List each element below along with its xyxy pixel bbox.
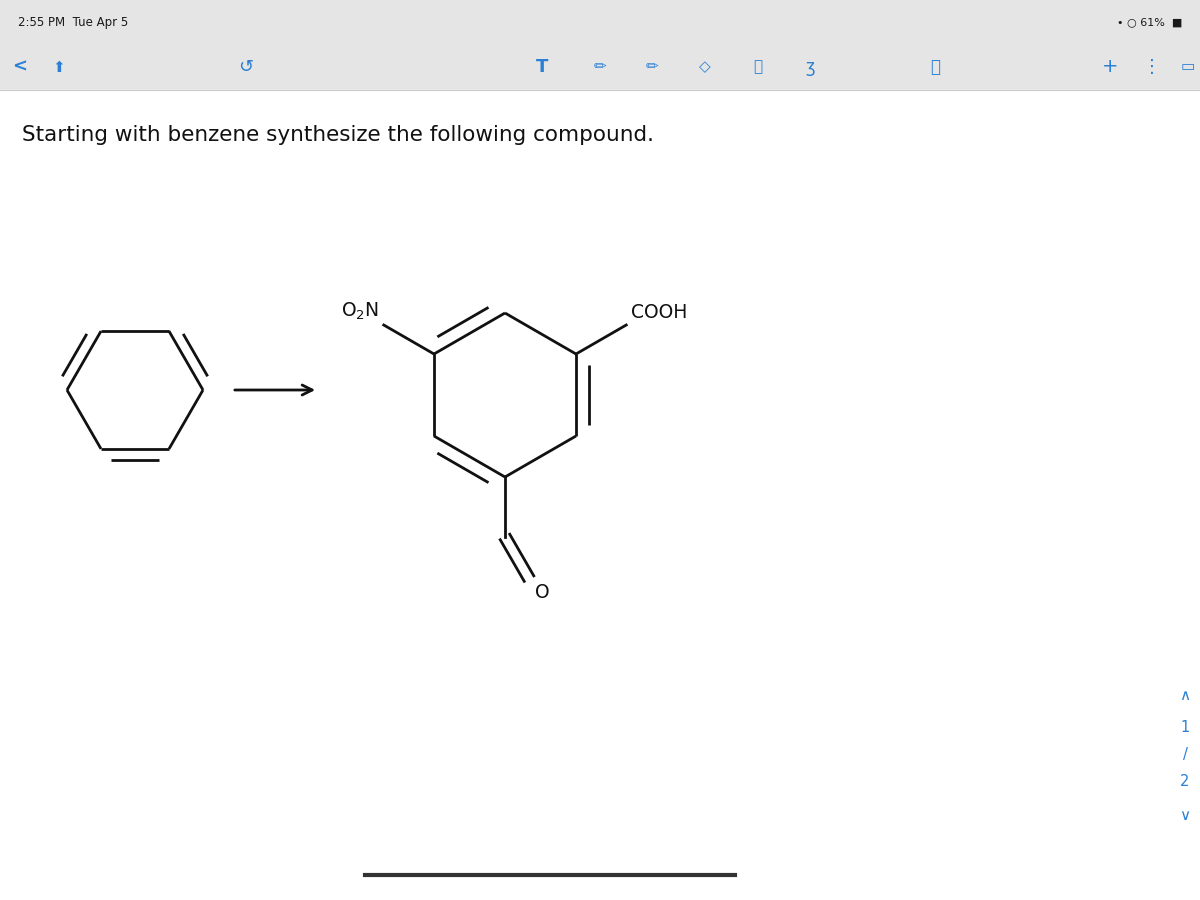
- Text: ⦿: ⦿: [754, 59, 762, 75]
- Bar: [0, 0, 1200, 90]
- Text: /: /: [1182, 748, 1188, 762]
- Text: ʒ: ʒ: [805, 58, 815, 76]
- Text: Starting with benzene synthesize the following compound.: Starting with benzene synthesize the fol…: [22, 125, 654, 145]
- Text: • ○ 61%  ■: • ○ 61% ■: [1117, 17, 1182, 27]
- Text: ⋮: ⋮: [1142, 58, 1162, 76]
- Text: ✏: ✏: [594, 59, 606, 75]
- Text: +: +: [1102, 58, 1118, 76]
- Text: ∧: ∧: [1180, 688, 1190, 703]
- Text: ◇: ◇: [700, 59, 710, 75]
- Text: 1: 1: [1181, 721, 1189, 735]
- Text: O$_2$N: O$_2$N: [341, 301, 379, 322]
- Text: T: T: [536, 58, 548, 76]
- Text: ∨: ∨: [1180, 807, 1190, 823]
- Text: 2:55 PM  Tue Apr 5: 2:55 PM Tue Apr 5: [18, 15, 128, 29]
- Text: ↺: ↺: [238, 58, 253, 76]
- Text: ▭: ▭: [1181, 59, 1195, 75]
- Text: O: O: [535, 582, 550, 601]
- Text: ⬆: ⬆: [52, 59, 65, 75]
- Text: COOH: COOH: [631, 303, 688, 322]
- Text: <: <: [12, 58, 28, 76]
- Text: ⌗: ⌗: [930, 58, 940, 76]
- Text: ✏: ✏: [646, 59, 659, 75]
- Text: 2: 2: [1181, 775, 1189, 789]
